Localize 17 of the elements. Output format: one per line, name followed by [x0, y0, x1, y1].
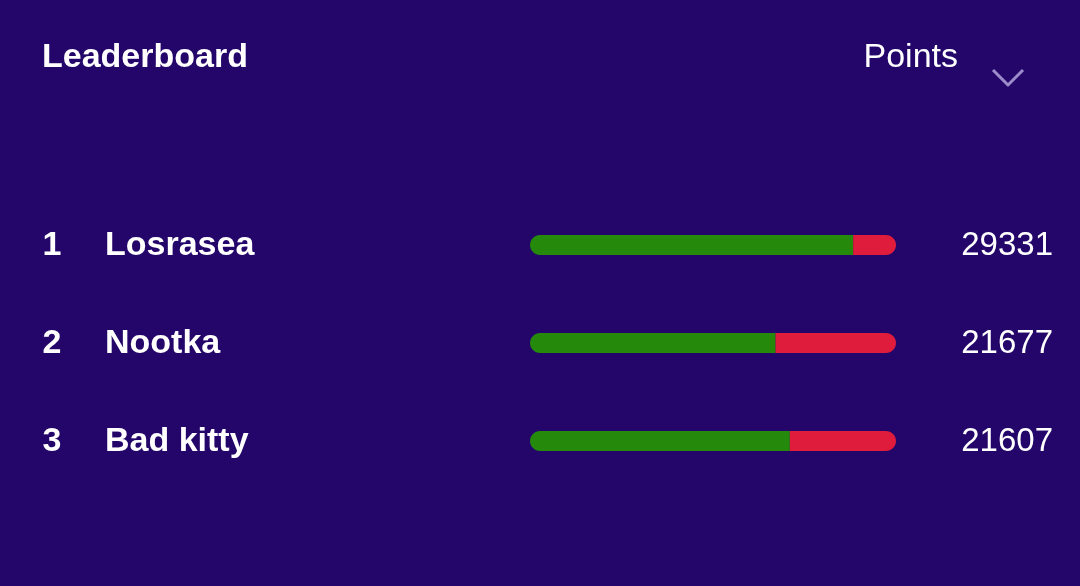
y-tick-label: Nootka [105, 322, 222, 360]
text: Points [863, 36, 958, 74]
text: 29331 [961, 225, 1053, 262]
bar [530, 431, 790, 451]
bar [775, 333, 896, 353]
text: 1 [42, 224, 62, 262]
text: 21677 [961, 323, 1053, 360]
text: 2 [42, 322, 62, 360]
y-tick-label: Losrasea [105, 224, 256, 262]
bar [530, 235, 854, 255]
y-tick-label: Bad kitty [105, 420, 249, 458]
bar [530, 333, 776, 353]
bar [789, 431, 896, 451]
text: Leaderboard [42, 36, 248, 74]
text: 21607 [961, 421, 1053, 458]
bar [853, 235, 896, 255]
text: 3 [42, 420, 62, 458]
